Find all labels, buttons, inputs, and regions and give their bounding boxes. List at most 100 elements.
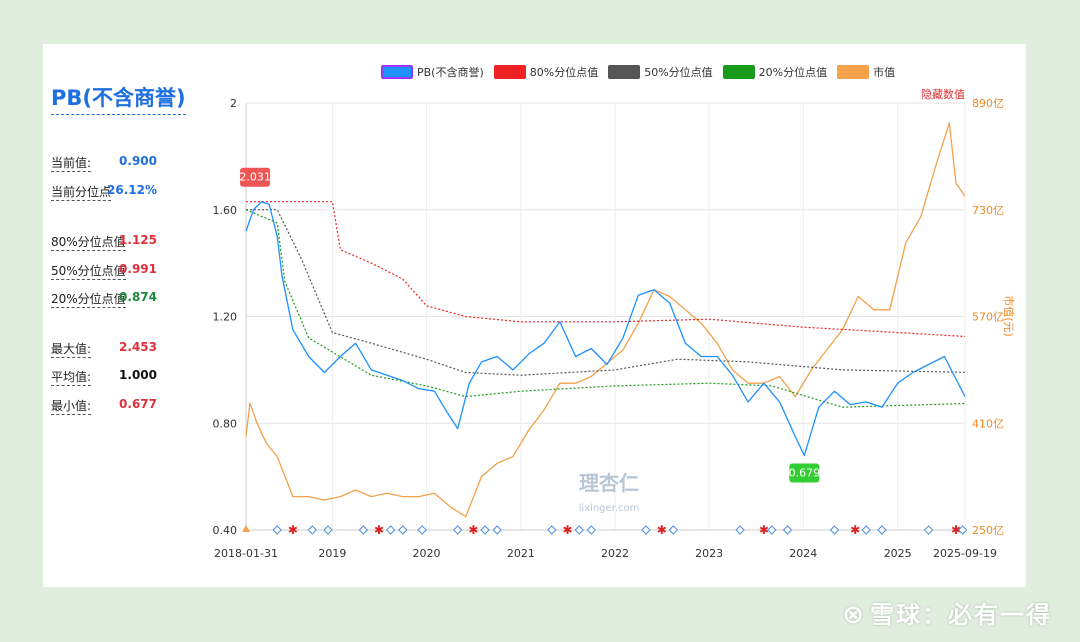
event-marker-diamond bbox=[735, 525, 745, 535]
y-tick-label: 1.60 bbox=[213, 204, 238, 217]
event-marker-triangle bbox=[242, 525, 250, 532]
x-tick-label: 2019 bbox=[318, 547, 346, 560]
event-marker-star: ✱ bbox=[468, 523, 478, 537]
event-marker-diamond bbox=[574, 525, 584, 535]
stat-value: 26.12% bbox=[107, 183, 157, 197]
stat-label: 20%分位点值 bbox=[51, 292, 126, 308]
callout-box bbox=[789, 463, 820, 483]
y2-tick-label: 890亿 bbox=[972, 97, 1004, 110]
x-tick-label: 2018-01-31 bbox=[214, 547, 278, 560]
x-tick-label: 2025 bbox=[884, 547, 912, 560]
event-marker-diamond bbox=[307, 525, 317, 535]
event-marker-diamond bbox=[323, 525, 333, 535]
metric-title[interactable]: PB(不含商誉) bbox=[51, 82, 186, 115]
event-marker-star: ✱ bbox=[288, 523, 298, 537]
event-marker-diamond bbox=[272, 525, 282, 535]
stat-max: 最大值: 2.453 bbox=[51, 340, 157, 358]
right-axis-label: 市值(元) bbox=[1002, 295, 1016, 337]
event-marker-star: ✱ bbox=[563, 523, 573, 537]
stat-label: 50%分位点值 bbox=[51, 264, 126, 280]
legend-label: 20%分位点值 bbox=[758, 66, 828, 79]
xueqiu-logo-icon: ⊗ bbox=[842, 600, 866, 630]
legend-item-20[interactable]: 20%分位点值 bbox=[722, 64, 828, 80]
series-line-1 bbox=[246, 201, 966, 338]
event-marker-diamond bbox=[923, 525, 934, 535]
event-marker-diamond bbox=[385, 525, 396, 535]
stat-label: 平均值: bbox=[51, 370, 92, 386]
stat-current-percentile: 当前分位点 26.12% bbox=[51, 183, 157, 201]
callout-label: 2.031 bbox=[239, 171, 270, 184]
stat-value: 1.125 bbox=[119, 233, 157, 247]
chart-svg: 0.40 0.80 1.20 1.60 2 250亿 410亿 570亿 730亿 890亿 201… bbox=[213, 88, 1017, 560]
y2-tick-label: 250亿 bbox=[972, 524, 1004, 537]
event-marker-diamond bbox=[668, 525, 679, 535]
stat-mean: 平均值: 1.000 bbox=[51, 368, 157, 386]
stat-min: 最小值: 0.677 bbox=[51, 397, 157, 415]
stats-sidebar: PB(不含商誉) 当前值: 0.900 当前分位点 26.12% 80%分位点值… bbox=[43, 44, 203, 587]
hide-values-toggle: 隐藏数值 bbox=[921, 88, 965, 101]
event-marker-diamond bbox=[641, 525, 651, 535]
chart-legend: PB(不含商誉) 80%分位点值 50%分位点值 20%分位点值 市值 bbox=[381, 64, 895, 80]
series-line-0 bbox=[245, 201, 966, 457]
legend-label: PB(不含商誉) bbox=[417, 66, 484, 79]
stat-50-percentile: 50%分位点值 0.991 bbox=[51, 262, 157, 280]
event-marker-star: ✱ bbox=[374, 523, 384, 537]
event-marker-diamond bbox=[358, 525, 369, 535]
x-tick-label: 2020 bbox=[413, 547, 441, 560]
legend-label: 50%分位点值 bbox=[644, 66, 713, 79]
callout-box bbox=[240, 167, 271, 187]
y-tick-label: 1.20 bbox=[213, 311, 238, 324]
y2-tick-label: 410亿 bbox=[972, 417, 1004, 430]
y2-tick-label: 570亿 bbox=[972, 311, 1004, 324]
stat-current-value: 当前值: 0.900 bbox=[51, 154, 157, 172]
legend-item-pb[interactable]: PB(不含商誉) bbox=[381, 64, 484, 80]
stat-20-percentile: 20%分位点值 0.874 bbox=[51, 290, 157, 308]
stat-value: 0.874 bbox=[119, 290, 157, 304]
stat-value: 0.677 bbox=[119, 397, 157, 411]
event-marker-star: ✱ bbox=[850, 523, 860, 537]
stat-label: 最小值: bbox=[51, 399, 92, 415]
legend-swatch bbox=[493, 65, 526, 79]
event-marker-diamond bbox=[782, 525, 793, 535]
stat-value: 0.900 bbox=[119, 154, 157, 168]
event-marker-diamond bbox=[767, 525, 777, 535]
stat-value: 2.453 bbox=[119, 340, 157, 354]
x-tick-label: 2023 bbox=[695, 547, 723, 560]
stat-label: 80%分位点值 bbox=[51, 235, 126, 251]
event-marker-star: ✱ bbox=[951, 523, 961, 537]
event-marker-diamond bbox=[492, 525, 502, 535]
event-marker-diamond bbox=[453, 525, 463, 535]
y2-tick-label: 730亿 bbox=[972, 204, 1004, 217]
series-line-3 bbox=[245, 209, 966, 408]
legend-label: 市值 bbox=[873, 66, 896, 79]
series-line-4 bbox=[245, 122, 966, 518]
event-marker-diamond bbox=[877, 525, 887, 535]
lixinger-url: lixinger.com bbox=[579, 503, 640, 514]
x-tick-label: 2021 bbox=[507, 547, 535, 560]
legend-swatch bbox=[837, 65, 870, 79]
event-marker-diamond bbox=[398, 525, 408, 535]
xueqiu-watermark: ⊗ 雪球：必有一得 bbox=[842, 595, 1052, 630]
x-tick-label: 2025-09-19 bbox=[933, 547, 997, 560]
legend-item-50[interactable]: 50%分位点值 bbox=[608, 64, 713, 80]
legend-label: 80%分位点值 bbox=[529, 66, 599, 79]
legend-item-market-cap[interactable]: 市值 bbox=[837, 64, 895, 80]
event-marker-diamond bbox=[417, 525, 427, 535]
x-tick-label: 2024 bbox=[789, 547, 817, 560]
event-marker-diamond bbox=[547, 525, 557, 535]
lixinger-logo: 理杏仁 bbox=[579, 471, 639, 495]
event-marker-star: ✱ bbox=[657, 523, 667, 537]
stat-label: 当前值: bbox=[51, 156, 92, 172]
series-line-2 bbox=[246, 209, 966, 376]
event-marker-diamond bbox=[861, 525, 871, 535]
chart-panel: PB(不含商誉) 当前值: 0.900 当前分位点 26.12% 80%分位点值… bbox=[43, 44, 1026, 587]
legend-swatch bbox=[608, 65, 641, 79]
event-marker-diamond bbox=[480, 525, 490, 535]
event-marker-diamond bbox=[829, 525, 840, 535]
x-tick-label: 2022 bbox=[601, 547, 629, 560]
event-marker-diamond bbox=[586, 525, 597, 535]
event-marker-star: ✱ bbox=[759, 523, 769, 537]
stat-value: 1.000 bbox=[119, 368, 157, 382]
legend-item-80[interactable]: 80%分位点值 bbox=[493, 64, 599, 80]
y-tick-label: 2 bbox=[230, 97, 237, 110]
